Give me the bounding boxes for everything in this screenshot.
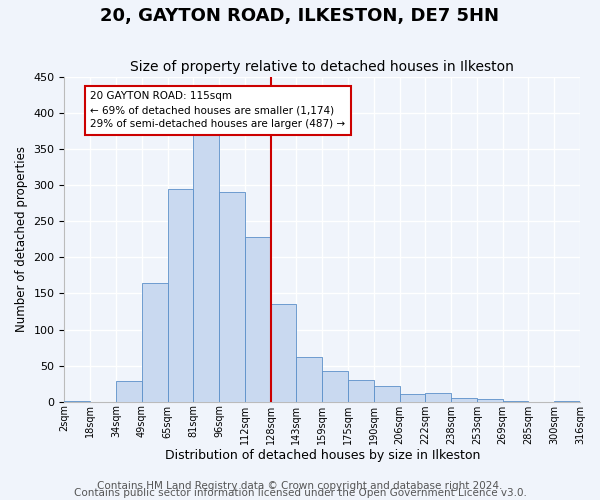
Bar [167,189,193,402]
Bar [64,401,90,402]
Bar [193,135,219,402]
Text: 20, GAYTON ROAD, ILKESTON, DE7 5HN: 20, GAYTON ROAD, ILKESTON, DE7 5HN [101,8,499,26]
Bar [142,282,167,402]
Bar [296,357,322,402]
Bar [425,393,451,402]
Bar [245,237,271,402]
Y-axis label: Number of detached properties: Number of detached properties [15,146,28,332]
Bar [374,386,400,402]
X-axis label: Distribution of detached houses by size in Ilkeston: Distribution of detached houses by size … [164,450,480,462]
Bar [219,192,245,402]
Bar [451,398,477,402]
Bar [116,382,142,402]
Bar [503,401,529,402]
Bar [348,380,374,402]
Bar [271,304,296,402]
Bar [400,394,425,402]
Title: Size of property relative to detached houses in Ilkeston: Size of property relative to detached ho… [130,60,514,74]
Text: Contains HM Land Registry data © Crown copyright and database right 2024.: Contains HM Land Registry data © Crown c… [97,481,503,491]
Bar [554,401,580,402]
Bar [477,399,503,402]
Text: 20 GAYTON ROAD: 115sqm
← 69% of detached houses are smaller (1,174)
29% of semi-: 20 GAYTON ROAD: 115sqm ← 69% of detached… [90,92,346,130]
Text: Contains public sector information licensed under the Open Government Licence v3: Contains public sector information licen… [74,488,526,498]
Bar [322,372,348,402]
